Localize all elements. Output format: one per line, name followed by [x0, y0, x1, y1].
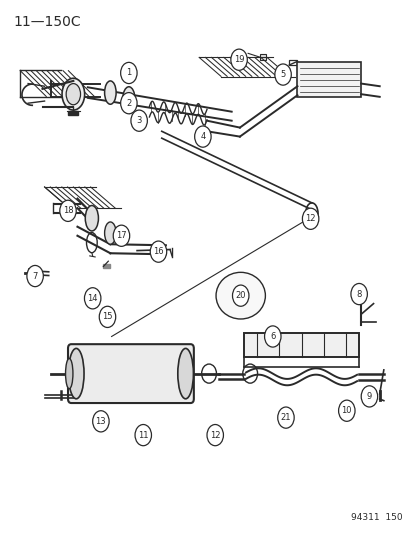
Text: 19: 19	[233, 55, 244, 64]
Ellipse shape	[66, 84, 81, 105]
Text: 10: 10	[341, 406, 351, 415]
Circle shape	[274, 64, 291, 85]
Text: 20: 20	[235, 291, 245, 300]
Circle shape	[113, 225, 129, 246]
Circle shape	[350, 284, 366, 305]
Circle shape	[93, 411, 109, 432]
Bar	[289, 60, 296, 65]
Circle shape	[150, 241, 166, 262]
Text: 11—150C: 11—150C	[14, 14, 81, 29]
Ellipse shape	[216, 272, 265, 319]
Circle shape	[360, 386, 377, 407]
Text: 2: 2	[126, 99, 131, 108]
Circle shape	[131, 110, 147, 131]
Circle shape	[232, 285, 248, 306]
Circle shape	[264, 326, 280, 347]
Circle shape	[59, 200, 76, 221]
Bar	[103, 264, 110, 268]
Circle shape	[301, 208, 318, 229]
Circle shape	[120, 62, 137, 84]
Text: 11: 11	[138, 431, 148, 440]
Text: 9: 9	[366, 392, 371, 401]
Text: 3: 3	[136, 116, 142, 125]
Text: 5: 5	[280, 70, 285, 79]
Text: 13: 13	[95, 417, 106, 426]
Circle shape	[120, 93, 137, 114]
Ellipse shape	[85, 206, 98, 231]
Ellipse shape	[65, 359, 73, 389]
Text: 94311  150: 94311 150	[350, 513, 401, 522]
Circle shape	[27, 265, 43, 287]
Text: 21: 21	[280, 413, 290, 422]
Ellipse shape	[68, 349, 84, 399]
Ellipse shape	[122, 87, 135, 112]
Text: 7: 7	[32, 271, 38, 280]
Text: 18: 18	[62, 206, 73, 215]
Text: 15: 15	[102, 312, 112, 321]
Ellipse shape	[104, 222, 116, 244]
Circle shape	[194, 126, 211, 147]
Ellipse shape	[62, 78, 84, 110]
Ellipse shape	[104, 81, 116, 104]
Circle shape	[230, 49, 247, 70]
Circle shape	[84, 288, 101, 309]
Text: 8: 8	[356, 289, 361, 298]
Circle shape	[99, 306, 115, 327]
Text: 12: 12	[305, 214, 315, 223]
Text: 16: 16	[153, 247, 164, 256]
FancyBboxPatch shape	[68, 344, 193, 403]
Bar	[243, 333, 358, 357]
Circle shape	[206, 424, 223, 446]
Circle shape	[277, 407, 294, 428]
Text: 4: 4	[200, 132, 205, 141]
Ellipse shape	[177, 349, 193, 399]
Text: 17: 17	[116, 231, 126, 240]
Text: 6: 6	[269, 332, 275, 341]
FancyBboxPatch shape	[297, 62, 360, 97]
Text: 12: 12	[209, 431, 220, 440]
Circle shape	[338, 400, 354, 421]
Text: 1: 1	[126, 68, 131, 77]
Circle shape	[135, 424, 151, 446]
Bar	[259, 54, 266, 60]
Text: 14: 14	[87, 294, 98, 303]
Bar	[68, 111, 78, 115]
